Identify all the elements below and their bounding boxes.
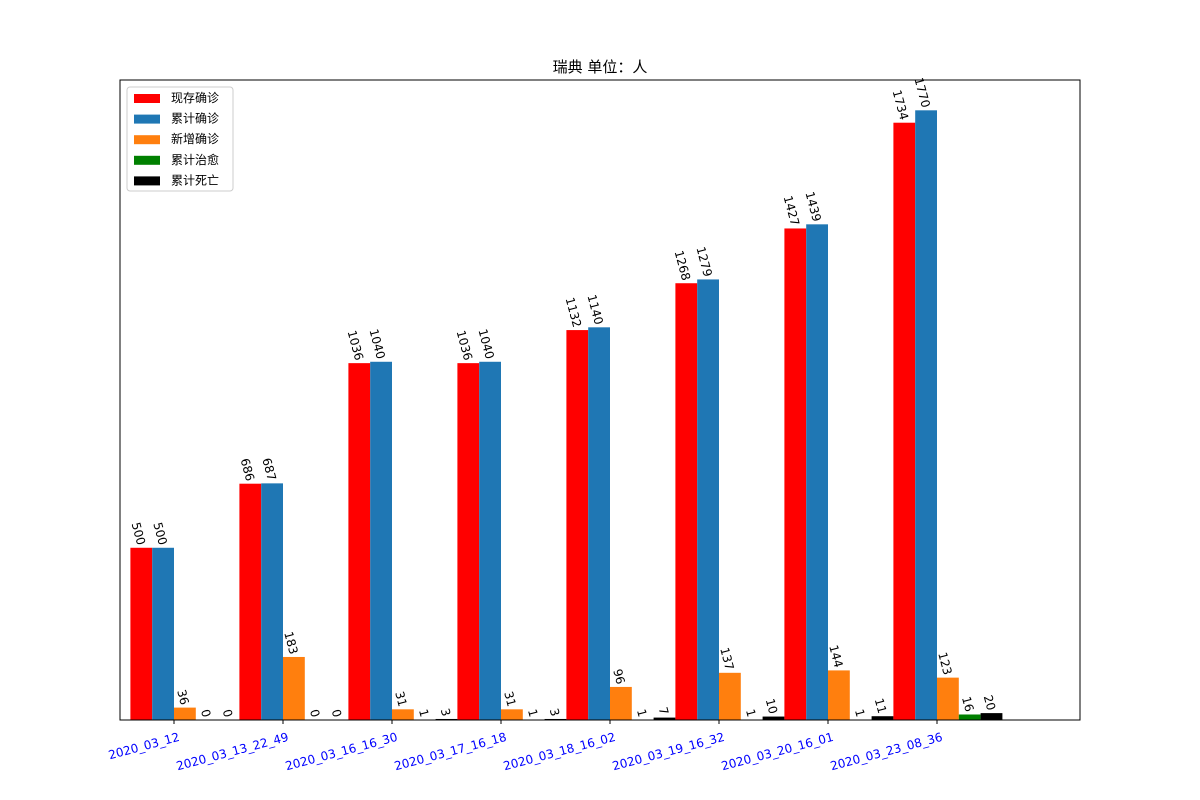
- bar: [283, 656, 305, 720]
- bar-value-label: 1036: [345, 329, 366, 362]
- bar: [544, 718, 567, 720]
- bar-value-label: 1734: [890, 88, 911, 121]
- legend-label: 现存确诊: [171, 91, 219, 105]
- bar-value-label: 0: [220, 708, 236, 719]
- bar: [261, 483, 283, 720]
- legend-label: 累计死亡: [171, 173, 219, 187]
- bar-value-label: 96: [610, 667, 627, 685]
- bar: [980, 713, 1003, 720]
- bar-value-label: 1140: [584, 293, 605, 326]
- legend-swatch: [134, 176, 160, 186]
- bar-value-label: 686: [238, 457, 257, 483]
- bar: [937, 677, 959, 720]
- bar-value-label: 31: [501, 690, 518, 708]
- bar-value-label: 123: [935, 651, 954, 677]
- bar-value-label: 7: [656, 705, 672, 716]
- x-tick-label: 2020_03_23_08_36: [829, 730, 944, 773]
- bar-value-label: 11: [872, 697, 889, 715]
- x-tick-label: 2020_03_18_16_02: [502, 730, 617, 773]
- x-tick-label: 2020_03_17_16_18: [393, 730, 508, 773]
- bar: [239, 483, 262, 720]
- bar: [370, 361, 392, 720]
- bar: [719, 672, 741, 720]
- bar-value-label: 1: [743, 707, 759, 718]
- legend-swatch: [134, 114, 160, 124]
- bar-value-label: 687: [259, 456, 278, 482]
- bar: [828, 670, 850, 720]
- bar: [784, 228, 807, 720]
- chart-title: 瑞典 单位：人: [553, 58, 648, 76]
- bar-value-label: 20: [981, 694, 998, 712]
- bars-group: [130, 110, 1003, 720]
- x-tick-label: 2020_03_20_16_01: [720, 730, 835, 773]
- bar-value-label: 31: [392, 690, 409, 708]
- bar-value-label: 183: [281, 630, 300, 656]
- bar-value-label: 0: [329, 708, 345, 719]
- bar-value-label: 1: [525, 707, 541, 718]
- legend-swatch: [134, 155, 160, 165]
- bar-value-label: 1: [634, 707, 650, 718]
- bar-value-label: 1040: [366, 327, 387, 360]
- plot-frame: [119, 79, 1081, 721]
- bar: [893, 122, 916, 720]
- bar: [653, 717, 676, 720]
- bar: [675, 283, 698, 720]
- bar-value-label: 1: [416, 707, 432, 718]
- legend-label: 累计确诊: [171, 112, 219, 126]
- bar-value-label: 1: [852, 707, 868, 718]
- bar: [958, 714, 981, 720]
- bar-value-label: 1132: [563, 296, 584, 329]
- legend-swatch: [134, 94, 160, 103]
- bar-value-label: 3: [438, 707, 454, 718]
- legend-label: 新增确诊: [171, 131, 219, 146]
- bar: [174, 707, 196, 720]
- bar-value-label: 1268: [672, 249, 693, 282]
- bar-value-label: 1279: [693, 245, 714, 278]
- bar: [915, 110, 937, 720]
- bar-value-label: 1036: [454, 329, 475, 362]
- bar: [457, 363, 480, 720]
- x-axis: 2020_03_122020_03_13_22_492020_03_16_16_…: [107, 720, 944, 773]
- bar-value-label: 3: [547, 707, 563, 718]
- x-tick-label: 2020_03_12: [107, 730, 181, 762]
- bar-value-label: 500: [150, 521, 169, 547]
- bar: [610, 686, 632, 720]
- bar: [762, 716, 785, 720]
- x-tick-label: 2020_03_13_22_49: [175, 730, 290, 773]
- bar-value-label: 1040: [475, 327, 496, 360]
- bar-value-label: 1427: [781, 194, 802, 227]
- bar-value-label: 1770: [911, 76, 932, 109]
- bar-value-label: 0: [198, 708, 214, 719]
- bar: [566, 330, 589, 720]
- bar-value-label: 0: [307, 708, 323, 719]
- legend-label: 累计治愈: [171, 152, 219, 167]
- bar: [871, 716, 894, 720]
- bar-value-label: 36: [174, 688, 191, 706]
- bar-value-label: 500: [129, 521, 148, 547]
- bar: [130, 547, 153, 720]
- bar: [392, 709, 414, 720]
- bar-value-label: 137: [717, 646, 736, 672]
- bar: [348, 363, 371, 720]
- bar: [435, 718, 458, 720]
- bar: [152, 547, 174, 720]
- x-tick-label: 2020_03_19_16_32: [611, 730, 726, 773]
- bar-value-label: 16: [959, 695, 976, 713]
- bar-value-label: 1439: [802, 190, 823, 223]
- bar-value-label: 144: [826, 643, 845, 669]
- bar: [806, 224, 828, 720]
- bar-value-label: 10: [763, 697, 780, 715]
- bar: [588, 327, 610, 720]
- x-tick-label: 2020_03_16_16_30: [284, 730, 399, 773]
- legend-frame: [126, 86, 234, 192]
- bar: [479, 361, 501, 720]
- bar: [501, 709, 523, 720]
- legend-swatch: [134, 135, 160, 145]
- bar: [697, 279, 719, 720]
